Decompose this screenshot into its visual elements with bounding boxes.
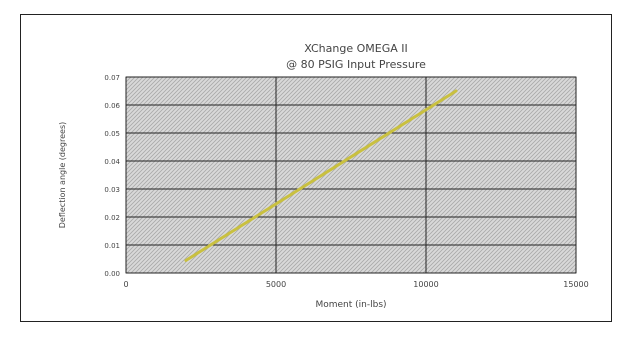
x-tick-label: 15000: [563, 280, 588, 289]
y-tick-label: 0.07: [104, 74, 120, 82]
y-tick-label: 0.00: [104, 270, 120, 278]
chart-title-line2: @ 80 PSIG Input Pressure: [286, 58, 426, 71]
x-axis-label: Moment (in-lbs): [315, 300, 386, 310]
series-line: [184, 89, 458, 262]
x-tick-label: 5000: [266, 280, 286, 289]
chart-title-line1: XChange OMEGA II: [304, 42, 407, 55]
y-tick-label: 0.03: [104, 186, 120, 194]
x-tick-label: 10000: [413, 280, 438, 289]
y-tick-label: 0.01: [104, 242, 120, 250]
chart-svg: XChange OMEGA II @ 80 PSIG Input Pressur…: [58, 42, 589, 310]
y-axis-label: Deflection angle (degrees): [58, 122, 67, 229]
y-tick-label: 0.06: [104, 102, 120, 110]
y-tick-label: 0.02: [104, 214, 120, 222]
y-tick-label: 0.05: [104, 130, 120, 138]
y-tick-label: 0.04: [104, 158, 120, 166]
x-tick-label: 0: [123, 280, 128, 289]
chart-container: XChange OMEGA II @ 80 PSIG Input Pressur…: [20, 14, 612, 322]
plot-area: [125, 76, 577, 274]
